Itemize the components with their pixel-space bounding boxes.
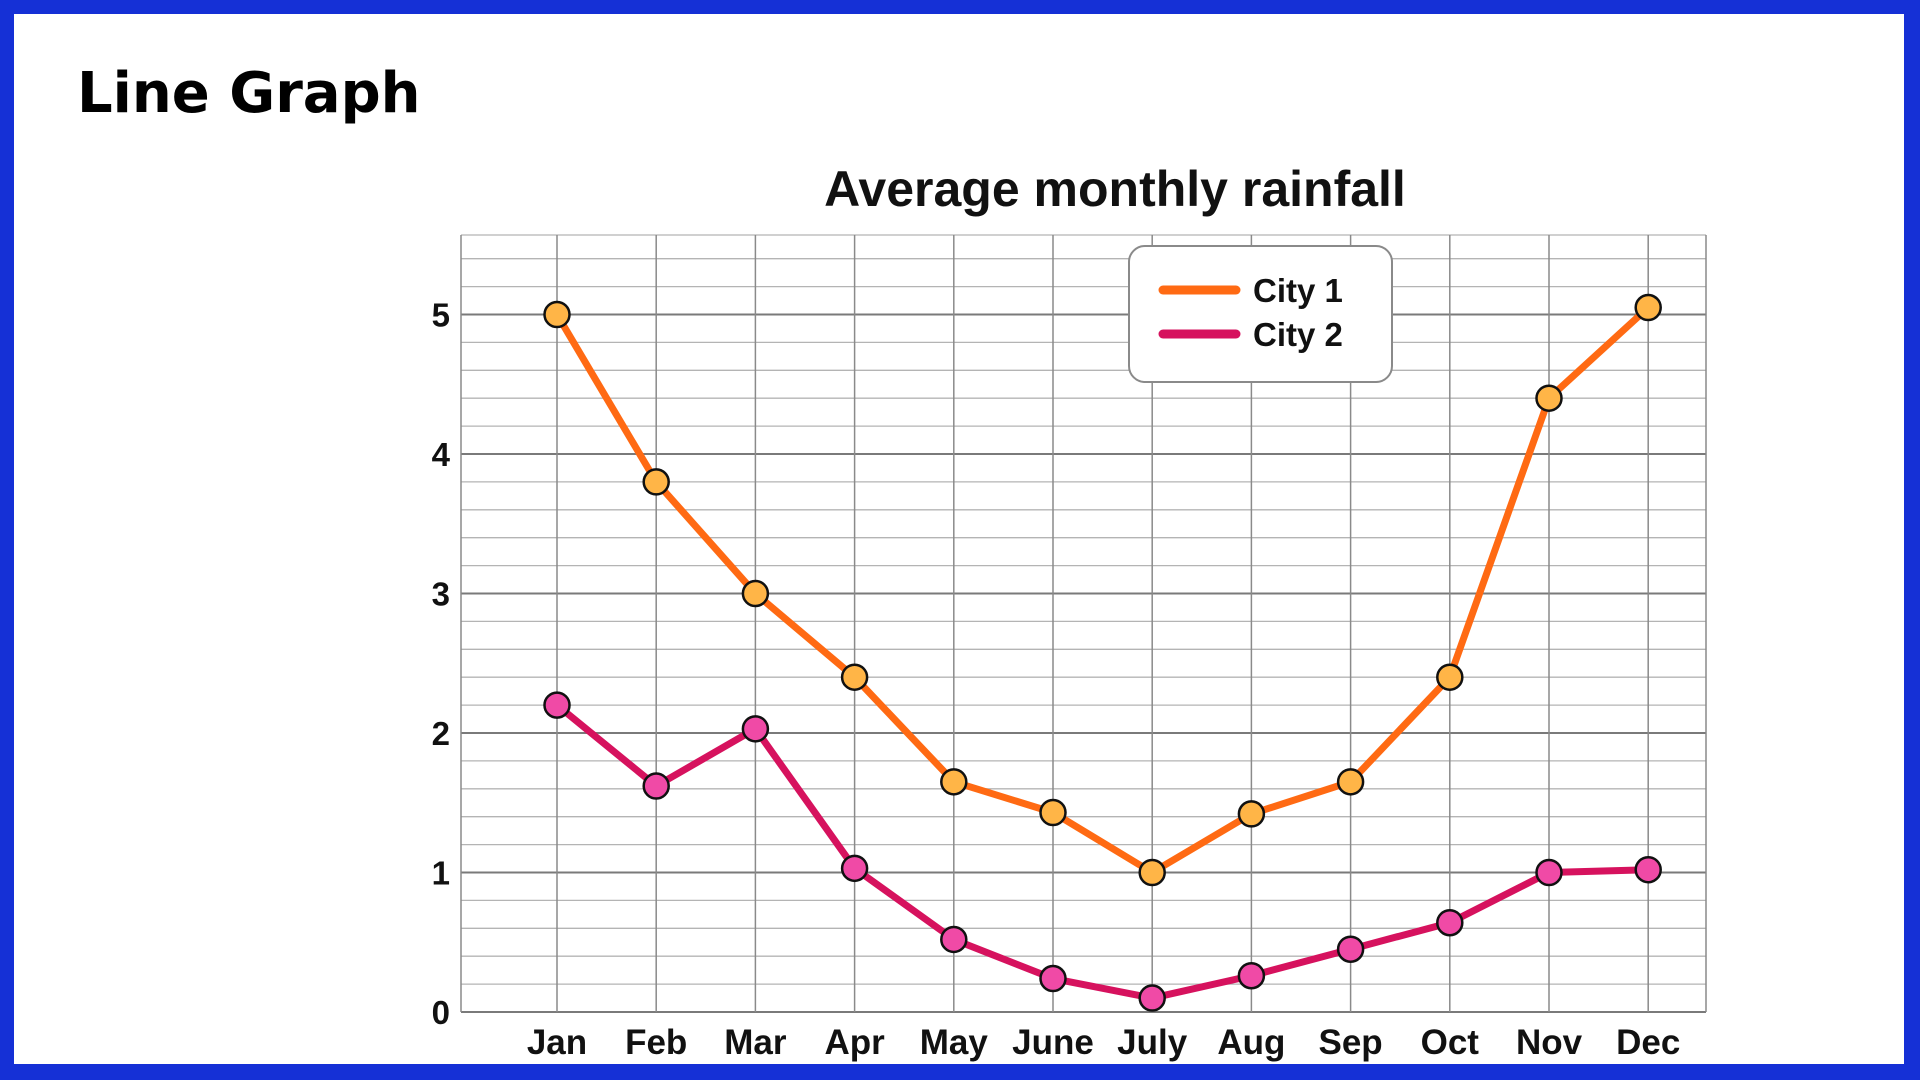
data-point-city-2 bbox=[840, 854, 869, 883]
legend-label-city-2: City 2 bbox=[1253, 316, 1343, 353]
data-point-city-1 bbox=[1634, 293, 1662, 322]
data-point-city-2 bbox=[1634, 855, 1662, 884]
data-point-city-1 bbox=[1336, 768, 1365, 796]
data-point-city-2 bbox=[642, 772, 670, 800]
x-tick-label: Feb bbox=[625, 1023, 687, 1062]
data-point-city-2 bbox=[1138, 984, 1166, 1012]
data-point-city-1 bbox=[1237, 800, 1266, 828]
slide-heading: Line Graph bbox=[77, 61, 421, 126]
x-tick-label: Nov bbox=[1516, 1023, 1583, 1062]
data-point-city-2 bbox=[1436, 908, 1464, 937]
data-point-city-1 bbox=[1039, 798, 1067, 827]
data-point-city-1 bbox=[741, 579, 770, 608]
x-tick-label: Oct bbox=[1421, 1023, 1480, 1062]
data-point-city-2 bbox=[543, 691, 571, 719]
x-tick-label: Sep bbox=[1318, 1023, 1382, 1062]
data-point-city-2 bbox=[940, 925, 968, 954]
data-point-city-1 bbox=[543, 300, 571, 329]
chart-series bbox=[543, 293, 1662, 1012]
legend-label-city-1: City 1 bbox=[1253, 272, 1343, 309]
legend-box bbox=[1128, 245, 1393, 383]
chart-grid bbox=[460, 234, 1707, 1013]
y-tick-label: 5 bbox=[432, 297, 450, 334]
data-point-city-2 bbox=[1237, 961, 1266, 990]
y-axis-ticks: 0 1 2 3 4 5 bbox=[432, 297, 451, 1032]
data-point-city-2 bbox=[1039, 964, 1067, 993]
y-tick-label: 3 bbox=[432, 576, 450, 613]
x-tick-label: May bbox=[920, 1023, 989, 1062]
data-point-city-1 bbox=[642, 468, 670, 496]
y-tick-label: 4 bbox=[432, 436, 451, 473]
data-point-city-2 bbox=[1336, 935, 1365, 963]
x-tick-label: June bbox=[1012, 1023, 1094, 1062]
slide-frame: Line Graph bbox=[14, 14, 1904, 1064]
y-tick-label: 0 bbox=[432, 994, 450, 1031]
data-point-city-1 bbox=[940, 768, 968, 796]
data-point-city-1 bbox=[1535, 384, 1563, 412]
x-tick-label: Jan bbox=[527, 1023, 587, 1062]
y-tick-label: 2 bbox=[432, 715, 450, 752]
x-axis-ticks: Jan Feb Mar Apr May June July Aug Sep Oct Nov Dec bbox=[527, 1023, 1680, 1062]
data-point-city-2 bbox=[1535, 858, 1563, 887]
x-tick-label: Mar bbox=[724, 1023, 787, 1062]
data-point-city-1 bbox=[1138, 858, 1166, 887]
data-point-city-2 bbox=[741, 715, 770, 743]
x-tick-label: Dec bbox=[1616, 1023, 1680, 1062]
x-tick-label: Aug bbox=[1217, 1023, 1285, 1062]
chart-title: Average monthly rainfall bbox=[824, 161, 1406, 217]
y-tick-label: 1 bbox=[432, 855, 450, 892]
chart-legend: City 1 City 2 bbox=[1128, 245, 1393, 383]
x-tick-label: Apr bbox=[824, 1023, 885, 1062]
x-tick-label: July bbox=[1117, 1023, 1188, 1062]
series-line-city-1 bbox=[553, 304, 1652, 876]
data-point-city-1 bbox=[1436, 663, 1464, 691]
series-line-city-2 bbox=[553, 701, 1652, 1002]
data-point-city-1 bbox=[840, 663, 869, 691]
